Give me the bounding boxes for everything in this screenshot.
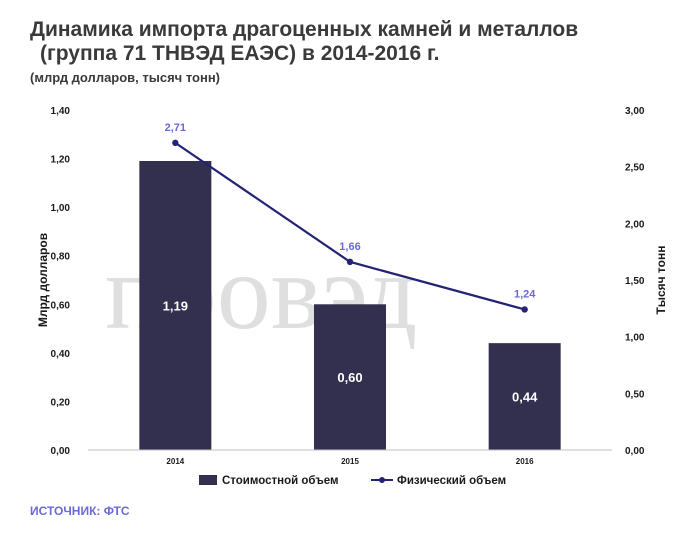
x-tick-label: 2016 bbox=[516, 457, 534, 466]
y-tick-label-left: 1,20 bbox=[51, 155, 71, 166]
y-tick-label-right: 1,00 bbox=[625, 333, 645, 344]
legend-label-bar: Стоимостной объем bbox=[222, 475, 338, 487]
legend: Стоимостной объем Физический объем bbox=[199, 475, 506, 487]
chart-title: Динамика импорта драгоценных камней и ме… bbox=[30, 18, 670, 66]
line-layer: 2,71 1,66 1,24 bbox=[165, 122, 536, 313]
y-tick-label-right: 2,50 bbox=[625, 163, 645, 174]
y-tick-label-right: 2,00 bbox=[625, 219, 645, 230]
line-point bbox=[521, 306, 528, 313]
bar-data-label: 1,19 bbox=[163, 299, 188, 314]
legend-label-line: Физический объем bbox=[397, 475, 506, 487]
chart-title-line2: (группа 71 ТНВЭД ЕАЭС) в 2014-2016 г. bbox=[40, 42, 440, 65]
y-tick-label-left: 0,20 bbox=[51, 397, 71, 408]
bars-layer: 1,19 0,60 0,44 bbox=[139, 161, 561, 450]
y-tick-label-left: 0,60 bbox=[51, 300, 71, 311]
y-tick-label-left: 1,40 bbox=[51, 106, 71, 117]
y-tick-label-left: 0,40 bbox=[51, 349, 71, 360]
y-tick-label-left: 1,00 bbox=[51, 203, 71, 214]
line-data-label: 1,66 bbox=[339, 241, 360, 253]
y-tick-label-left: 0,80 bbox=[51, 252, 71, 263]
y-tick-label-right: 0,00 bbox=[625, 446, 645, 457]
chart-title-line1: Динамика импорта драгоценных камней и ме… bbox=[30, 18, 579, 41]
y-tick-label-left: 0,00 bbox=[51, 446, 71, 457]
x-tick-label: 2014 bbox=[166, 457, 184, 466]
line-point bbox=[172, 139, 179, 147]
source-note: ИСТОЧНИК: ФТС bbox=[30, 504, 130, 518]
bar-data-label: 0,60 bbox=[337, 370, 362, 385]
bar-data-label: 0,44 bbox=[512, 390, 538, 405]
legend-swatch-marker bbox=[379, 477, 385, 483]
y-tick-label-right: 3,00 bbox=[625, 106, 645, 117]
chart-subtitle: (млрд долларов, тысяч тонн) bbox=[30, 70, 221, 85]
y-tick-label-right: 1,50 bbox=[625, 276, 645, 287]
y-tick-label-right: 0,50 bbox=[625, 389, 645, 400]
line-data-label: 2,71 bbox=[165, 122, 186, 134]
line-point bbox=[346, 258, 354, 266]
bar-2015 bbox=[314, 304, 386, 450]
bar-2014 bbox=[139, 161, 212, 450]
x-tick-label: 2015 bbox=[341, 457, 359, 466]
y-axis-title-left: Млрд долларов bbox=[36, 233, 50, 327]
axes-layer: 0,00 0,20 0,40 0,60 0,80 1,00 1,20 1,40 0,00 0,50… bbox=[36, 106, 668, 466]
bar-2016 bbox=[488, 343, 561, 450]
legend-swatch-bar bbox=[199, 475, 217, 485]
y-axis-title-right: Тысяч тонн bbox=[654, 246, 668, 315]
line-data-label: 1,24 bbox=[514, 288, 536, 300]
